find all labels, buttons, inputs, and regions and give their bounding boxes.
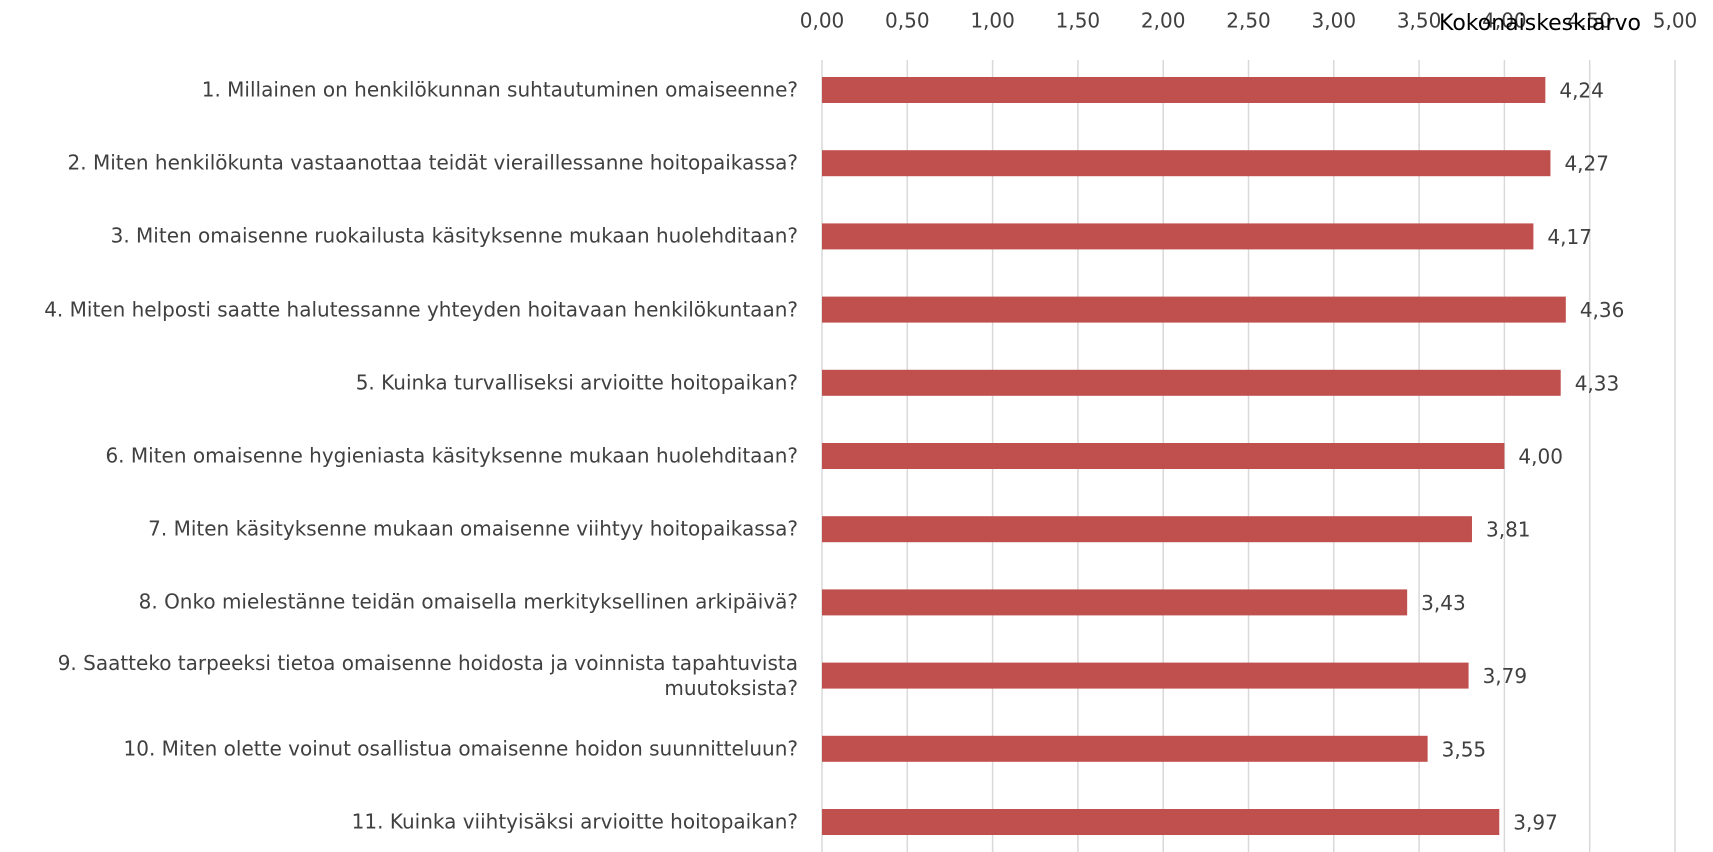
value-label: 4,17 [1547,225,1592,249]
category-label: 2. Miten henkilökunta vastaanottaa teidä… [0,151,798,176]
bar [822,223,1533,249]
category-label: 11. Kuinka viihtyisäksi arvioitte hoitop… [0,810,798,835]
bar [822,77,1545,103]
value-label: 3,97 [1513,811,1558,835]
x-tick-label: 2,50 [1226,9,1271,33]
bar [822,663,1469,689]
bar [822,370,1561,396]
value-label: 3,81 [1486,518,1531,542]
value-label: 4,33 [1575,371,1620,395]
value-label: 3,79 [1483,664,1528,688]
x-tick-label: 3,00 [1312,9,1357,33]
category-label: 1. Millainen on henkilökunnan suhtautumi… [0,78,798,103]
bar [822,443,1504,469]
x-tick-label: 5,00 [1653,9,1698,33]
bar [822,736,1428,762]
category-label: 5. Kuinka turvalliseksi arvioitte hoitop… [0,370,798,395]
category-label: 8. Onko mielestänne teidän omaisella mer… [0,590,798,615]
x-tick-label: 0,50 [885,9,930,33]
x-tick-label: 1,50 [1056,9,1101,33]
bar [822,297,1566,323]
value-label: 3,43 [1421,591,1466,615]
chart-title: Kokonaiskeskiarvo [1439,11,1641,36]
bar [822,150,1550,176]
bar [822,516,1472,542]
category-label: 7. Miten käsityksenne mukaan omaisenne v… [0,517,798,542]
x-tick-label: 3,50 [1397,9,1442,33]
value-label: 4,27 [1564,152,1609,176]
chart: 0,000,501,001,502,002,503,003,504,004,50… [0,0,1713,852]
value-label: 4,36 [1580,298,1625,322]
category-label: 3. Miten omaisenne ruokailusta käsitykse… [0,224,798,249]
value-label: 3,55 [1442,737,1487,761]
category-label: 6. Miten omaisenne hygieniasta käsitykse… [0,444,798,469]
category-label: 4. Miten helposti saatte halutessanne yh… [0,297,798,322]
x-tick-label: 2,00 [1141,9,1186,33]
bar [822,809,1499,835]
x-tick-label: 1,00 [970,9,1015,33]
chart-page: 0,000,501,001,502,002,503,003,504,004,50… [0,0,1713,852]
category-label: 9. Saatteko tarpeeksi tietoa omaisenne h… [0,651,798,701]
category-label: 10. Miten olette voinut osallistua omais… [0,736,798,761]
x-tick-label: 0,00 [800,9,845,33]
value-label: 4,24 [1559,79,1604,103]
bar [822,589,1407,615]
value-label: 4,00 [1518,445,1563,469]
